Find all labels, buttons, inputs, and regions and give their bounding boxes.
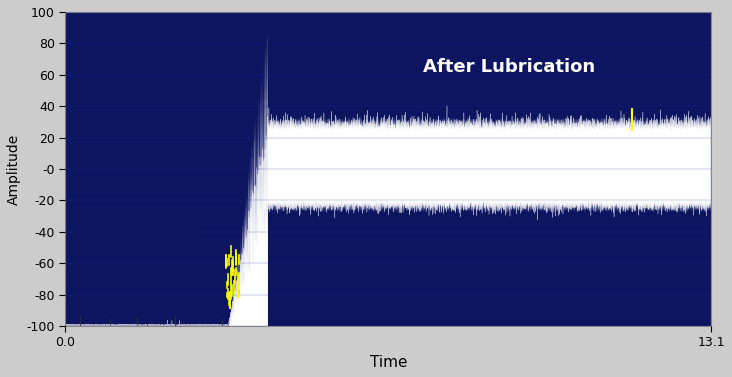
Text: After Lubrication: After Lubrication	[423, 58, 595, 76]
X-axis label: Time: Time	[370, 355, 407, 370]
Text: Before
Lubrication: Before Lubrication	[72, 204, 197, 245]
Y-axis label: Amplitude: Amplitude	[7, 133, 21, 205]
